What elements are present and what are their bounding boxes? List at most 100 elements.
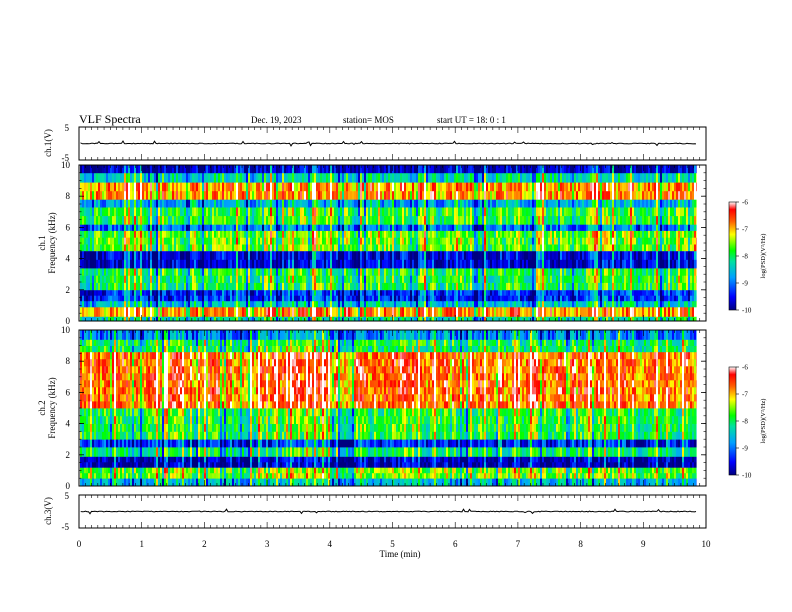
spectrogram-cell bbox=[158, 275, 161, 283]
spectrogram-cell bbox=[150, 224, 153, 231]
spectrogram-cell bbox=[276, 172, 279, 183]
spectrogram-cell bbox=[330, 316, 333, 322]
spectrogram-cell bbox=[254, 230, 257, 238]
spectrogram-cell bbox=[344, 230, 347, 238]
spectrogram-cell bbox=[98, 282, 101, 291]
spectrogram-cell bbox=[144, 224, 147, 231]
spectrogram-cell bbox=[234, 182, 237, 192]
spectrogram-cell bbox=[410, 172, 413, 183]
spectrogram-cell bbox=[308, 268, 311, 276]
spectrogram-cell bbox=[392, 244, 395, 252]
spectrogram-cell bbox=[328, 182, 331, 192]
spectrogram-cell bbox=[98, 307, 101, 317]
spectrogram-cell bbox=[120, 224, 123, 231]
spectrogram-cell bbox=[416, 224, 419, 231]
spectrogram-cell bbox=[400, 182, 403, 192]
spectrogram-cell bbox=[374, 190, 377, 200]
spectrogram-cell bbox=[158, 259, 161, 269]
spectrogram-cell bbox=[230, 282, 233, 291]
spectrogram-cell bbox=[110, 182, 113, 192]
spectrogram-cell bbox=[260, 259, 263, 269]
spectrogram-cell bbox=[272, 199, 275, 208]
spectrogram-cell bbox=[418, 230, 421, 238]
spectrogram-cell bbox=[128, 268, 131, 276]
spectrogram-cell bbox=[266, 307, 269, 317]
spectrogram-cell bbox=[206, 165, 209, 174]
spectrogram-cell bbox=[170, 300, 173, 308]
spectrogram-cell bbox=[134, 275, 137, 283]
spectrogram-cell bbox=[352, 316, 355, 322]
spectrogram-cell bbox=[384, 207, 387, 217]
spectrogram-cell bbox=[156, 224, 159, 231]
spectrogram-cell bbox=[128, 275, 131, 283]
spectrogram-cell bbox=[156, 289, 159, 296]
spectrogram-cell bbox=[242, 268, 245, 276]
spectrogram-cell bbox=[106, 190, 109, 200]
spectrogram-cell bbox=[348, 199, 351, 208]
spectrogram-cell bbox=[206, 282, 209, 291]
spectrogram-cell bbox=[222, 300, 225, 308]
spectrogram-cell bbox=[114, 295, 117, 302]
spectrogram-cell bbox=[320, 182, 323, 192]
spectrogram-cell bbox=[256, 230, 259, 238]
spectrogram-cell bbox=[324, 199, 327, 208]
spectrogram-cell bbox=[212, 289, 215, 296]
spectrogram-cell bbox=[420, 275, 423, 283]
spectrogram-cell bbox=[320, 282, 323, 291]
spectrogram-cell bbox=[212, 244, 215, 252]
spectrogram-cell bbox=[334, 244, 337, 252]
spectrogram-cell bbox=[366, 307, 369, 317]
spectrogram-cell bbox=[196, 307, 199, 317]
spectrogram-cell bbox=[362, 316, 365, 322]
spectrogram-cell bbox=[140, 250, 143, 260]
spectrogram-cell bbox=[86, 250, 89, 260]
spectrogram-cell bbox=[188, 172, 191, 183]
spectrogram-cell bbox=[370, 275, 373, 283]
spectrogram-cell bbox=[130, 282, 133, 291]
spectrogram-cell bbox=[264, 244, 267, 252]
spectrogram-cell bbox=[184, 300, 187, 308]
spectrogram-cell bbox=[146, 237, 149, 245]
spectrogram-cell bbox=[94, 300, 97, 308]
spectrogram-cell bbox=[214, 190, 217, 200]
spectrogram-cell bbox=[112, 215, 115, 225]
spectrogram-cell bbox=[268, 207, 271, 217]
spectrogram-cell bbox=[122, 250, 125, 260]
spectrogram-cell bbox=[292, 182, 295, 192]
spectrogram-cell bbox=[262, 295, 265, 302]
spectrogram-cell bbox=[418, 224, 421, 231]
spectrogram-cell bbox=[278, 300, 281, 308]
spectrogram-cell bbox=[378, 224, 381, 231]
spectrogram-cell bbox=[344, 316, 347, 322]
spectrogram-cell bbox=[102, 207, 105, 217]
spectrogram-cell bbox=[92, 259, 95, 269]
spectrogram-cell bbox=[332, 215, 335, 225]
spectrogram-cell bbox=[104, 295, 107, 302]
spectrogram-cell bbox=[286, 207, 289, 217]
spectrogram-cell bbox=[414, 300, 417, 308]
spectrogram-cell bbox=[190, 190, 193, 200]
spectrogram-cell bbox=[204, 316, 207, 322]
spectrogram-cell bbox=[320, 259, 323, 269]
spectrogram-cell bbox=[86, 207, 89, 217]
spectrogram-cell bbox=[392, 230, 395, 238]
spectrogram-cell bbox=[372, 190, 375, 200]
spectrogram-cell bbox=[378, 259, 381, 269]
spectrogram-cell bbox=[390, 165, 393, 174]
spectrogram-cell bbox=[122, 215, 125, 225]
spectrogram-cell bbox=[246, 182, 249, 192]
spectrogram-cell bbox=[204, 295, 207, 302]
spectrogram-cell bbox=[380, 207, 383, 217]
spectrogram-cell bbox=[118, 316, 121, 322]
spectrogram-cell bbox=[328, 244, 331, 252]
spectrogram-cell bbox=[360, 182, 363, 192]
spectrogram-cell bbox=[414, 244, 417, 252]
spectrogram-cell bbox=[284, 172, 287, 183]
spectrogram-cell bbox=[360, 250, 363, 260]
spectrogram-cell bbox=[182, 289, 185, 296]
spectrogram-cell bbox=[228, 207, 231, 217]
spectrogram-cell bbox=[416, 207, 419, 217]
spectrogram-cell bbox=[290, 282, 293, 291]
spectrogram-cell bbox=[168, 237, 171, 245]
spectrogram-cell bbox=[228, 282, 231, 291]
